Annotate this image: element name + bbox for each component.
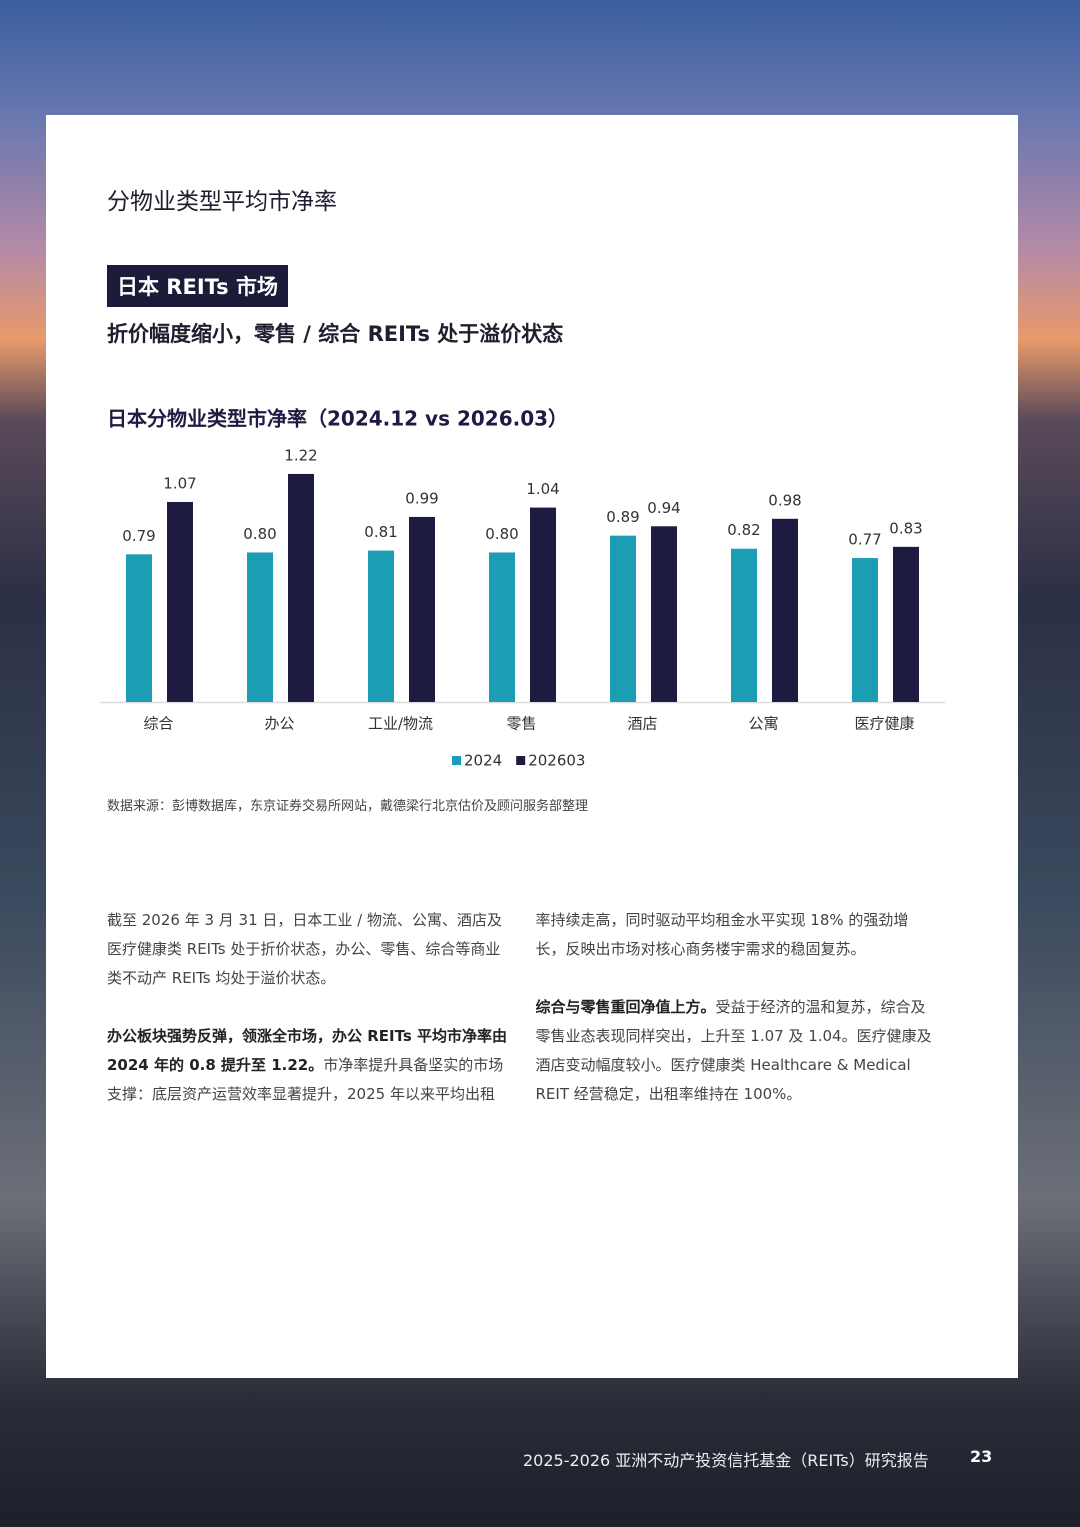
legend-swatch	[452, 756, 461, 765]
body-text: 截至 2026 年 3 月 31 日，日本工业 / 物流、公寓、酒店及医疗健康类…	[107, 906, 937, 1124]
legend-swatch	[516, 756, 526, 765]
x-tick-label: 工业/物流	[368, 715, 433, 733]
bar	[651, 526, 677, 702]
paragraph: 综合与零售重回净值上方。受益于经济的温和复苏，综合及零售业态表现同样突出，上升至…	[536, 993, 938, 1109]
value-label: 0.99	[405, 489, 438, 507]
x-tick-label: 零售	[506, 715, 536, 733]
value-label: 1.04	[526, 480, 559, 498]
value-label: 0.94	[647, 499, 680, 517]
x-tick-label: 公寓	[748, 715, 778, 733]
value-label: 0.98	[768, 491, 801, 509]
value-label: 1.22	[284, 446, 317, 464]
bar	[368, 550, 394, 702]
chart: 日本分物业类型市净率（2024.12 vs 2026.03） 综合 0.79 1.0…	[100, 407, 945, 770]
x-tick-label: 综合	[143, 715, 173, 733]
bar	[167, 501, 193, 702]
page-number: 23	[970, 1447, 993, 1466]
bar	[772, 518, 798, 702]
x-tick-label: 酒店	[627, 715, 657, 733]
paragraph: 截至 2026 年 3 月 31 日，日本工业 / 物流、公寓、酒店及医疗健康类…	[107, 906, 509, 993]
bar	[530, 507, 556, 702]
bar	[731, 548, 757, 702]
bold-run: 综合与零售重回净值上方。	[535, 998, 716, 1016]
legend-label: 2024	[464, 752, 502, 770]
value-label: 0.89	[606, 508, 639, 526]
legend-label: 202603	[528, 752, 585, 770]
bar	[893, 546, 919, 702]
x-tick-label: 医疗健康	[854, 715, 914, 733]
value-label: 0.80	[485, 525, 518, 543]
value-label: 0.79	[122, 527, 155, 545]
subtitle: 折价幅度缩小，零售 / 综合 REITs 处于溢价状态	[107, 322, 564, 346]
bar	[247, 552, 273, 702]
text-run: 市净率提升具备坚实的市场支撑：底层资产运营效率显著提升，2025 年以来平均出租…	[107, 911, 909, 1103]
value-label: 0.81	[364, 523, 397, 541]
bar	[288, 473, 314, 702]
source-note: 数据来源：彭博数据库，东京证券交易所网站，戴德梁行北京估价及顾问服务部整理	[107, 799, 589, 814]
bar	[409, 516, 435, 702]
paragraph: 办公板块强势反弹，领涨全市场，办公 REITs 平均市净率由 2024 年的 0…	[107, 906, 937, 1124]
section-badge: 日本 REITs 市场	[107, 265, 288, 307]
content-card	[46, 115, 1018, 1378]
value-label: 0.82	[727, 521, 760, 539]
x-tick-label: 办公	[264, 715, 294, 733]
footer-title: 2025-2026 亚洲不动产投资信托基金（REITs）研究报告	[523, 1451, 929, 1470]
bar	[852, 558, 878, 702]
value-label: 1.07	[163, 474, 196, 492]
text-run: 受益于经济的温和复苏，综合及零售业态表现同样突出，上升至 1.07 及 1.04…	[535, 998, 932, 1103]
bar	[126, 554, 152, 702]
value-label: 0.77	[848, 531, 881, 549]
bar	[489, 552, 515, 702]
chart-title: 日本分物业类型市净率（2024.12 vs 2026.03）	[107, 407, 568, 431]
page-title: 分物业类型平均市净率	[107, 189, 337, 215]
value-label: 0.80	[243, 525, 276, 543]
bold-run: 办公板块强势反弹，领涨全市场，办公 REITs 平均市净率由 2024 年的 0…	[107, 1027, 507, 1074]
text-run: 截至 2026 年 3 月 31 日，日本工业 / 物流、公寓、酒店及医疗健康类…	[107, 911, 503, 987]
value-label: 0.83	[889, 519, 922, 537]
bar	[610, 535, 636, 702]
